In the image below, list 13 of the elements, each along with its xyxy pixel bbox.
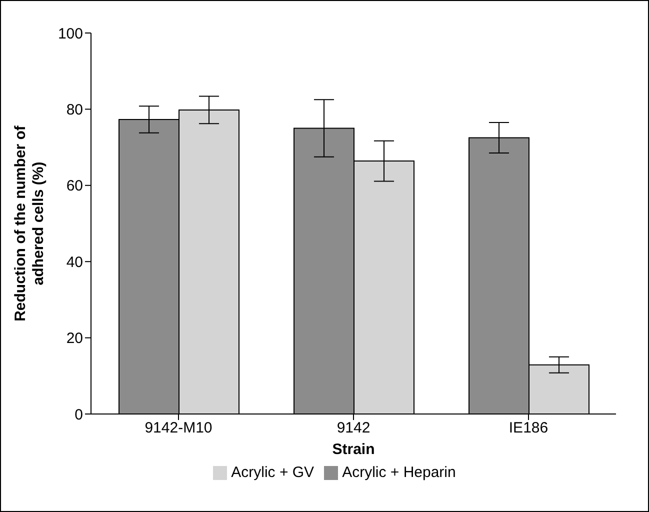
x-tick-label: 9142-M10 (144, 420, 212, 437)
y-tick-label: 0 (74, 406, 83, 424)
y-tick-label: 40 (66, 254, 83, 271)
y-tick-label: 80 (66, 102, 83, 119)
y-tick-label: 100 (58, 25, 83, 42)
y-axis-title: Reduction of the number of adhered cells (%) (12, 124, 47, 322)
x-tick-label: 9142 (336, 420, 370, 437)
x-tick-label: IE186 (508, 420, 548, 437)
legend-label: Acrylic + Heparin (342, 464, 456, 481)
y-tick-label: 60 (66, 178, 83, 195)
x-axis-title: Strain (332, 441, 375, 458)
legend-label: Acrylic + GV (231, 464, 314, 481)
y-tick-label: 20 (66, 330, 83, 348)
